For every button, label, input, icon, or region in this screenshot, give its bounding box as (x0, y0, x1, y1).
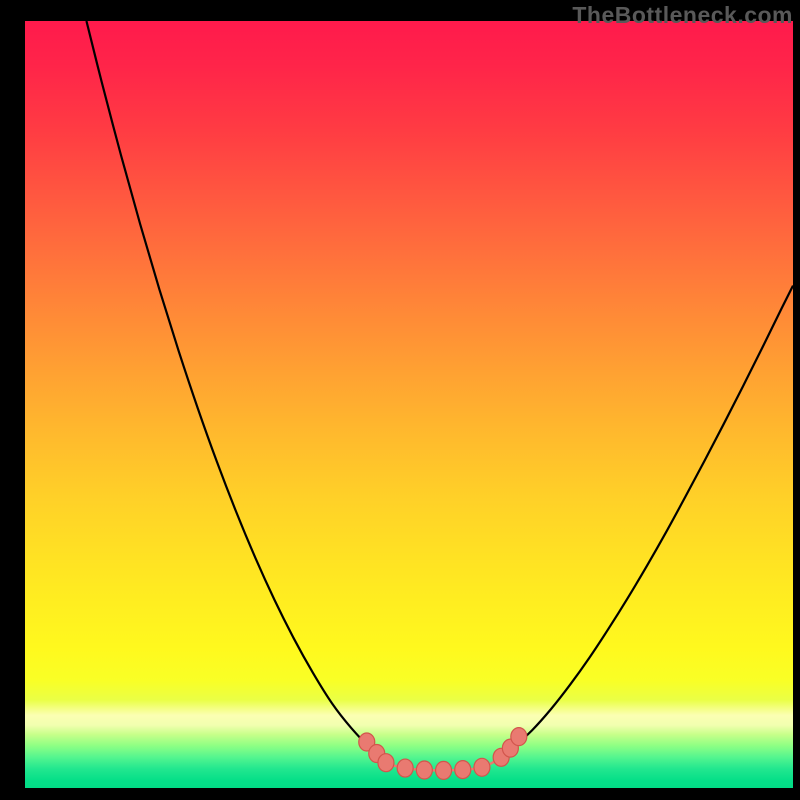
marker-point (378, 754, 394, 772)
marker-point (436, 761, 452, 779)
marker-point (397, 759, 413, 777)
marker-point (455, 761, 471, 779)
gradient-background (25, 21, 793, 788)
marker-point (416, 761, 432, 779)
chart-svg (25, 21, 793, 788)
plot-area (25, 21, 793, 788)
watermark-text: TheBottleneck.com (572, 2, 793, 29)
marker-point (474, 758, 490, 776)
marker-point (511, 728, 527, 746)
